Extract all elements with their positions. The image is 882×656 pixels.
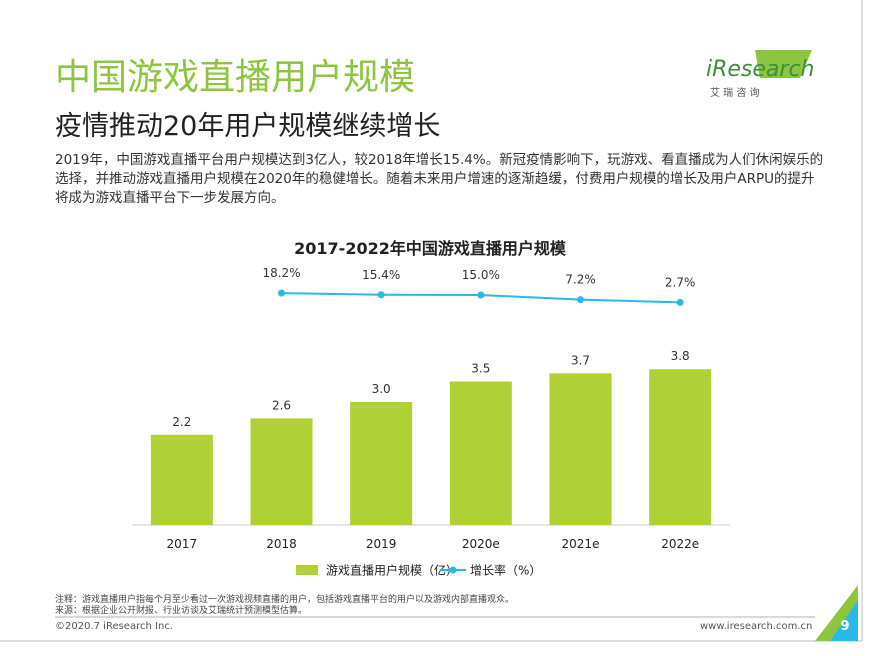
chart-title: 2017-2022年中国游戏直播用户规模 xyxy=(294,239,567,258)
line-point xyxy=(278,289,285,297)
data-label: 7.2% xyxy=(565,273,596,287)
bar xyxy=(350,402,413,525)
logo-cn: 艾 瑞 咨 询 xyxy=(710,86,760,99)
legend-swatch xyxy=(449,566,457,574)
data-label: 15.4% xyxy=(362,268,400,282)
x-tick-label: 2018 xyxy=(266,537,297,551)
legend-label: 游戏直播用户规模（亿） xyxy=(326,563,458,578)
data-label: 3.0 xyxy=(372,382,391,396)
line-point xyxy=(477,291,485,299)
x-tick-label: 2022e xyxy=(661,537,699,551)
bar xyxy=(449,381,512,525)
data-label: 2.6 xyxy=(272,398,291,412)
data-label: 2.2 xyxy=(172,415,191,429)
note: 注释：游戏直播用户指每个月至少看过一次游戏视频直播的用户，包括游戏直播平台的用户… xyxy=(55,595,515,605)
data-label: 3.7 xyxy=(571,353,590,367)
page-number: 9 xyxy=(840,619,849,634)
title: 中国游戏直播用户规模 xyxy=(55,57,416,98)
legend-swatch xyxy=(296,565,318,575)
data-label: 2.7% xyxy=(665,275,696,289)
corner-deco xyxy=(830,600,858,641)
data-label: 15.0% xyxy=(462,268,500,282)
x-tick-label: 2020e xyxy=(462,537,500,551)
line-point xyxy=(676,298,684,306)
bar xyxy=(549,373,612,525)
legend-label: 增长率（%） xyxy=(470,563,541,578)
bar xyxy=(649,369,712,525)
line-point xyxy=(377,291,385,299)
paragraph: 2019年，中国游戏直播平台用户规模达到3亿人，较2018年增长15.4%。新冠… xyxy=(55,152,824,206)
copyright: ©2020.7 iResearch Inc. xyxy=(55,621,173,632)
line-point xyxy=(577,296,584,304)
url: www.iresearch.com.cn xyxy=(700,621,813,632)
subtitle: 疫情推动20年用户规模继续增长 xyxy=(55,111,441,142)
data-label: 3.5 xyxy=(471,362,490,376)
bar xyxy=(250,418,313,525)
logo: iResearch xyxy=(706,57,815,82)
x-tick-label: 2019 xyxy=(366,537,397,551)
x-tick-label: 2017 xyxy=(167,537,198,551)
logo-shape xyxy=(755,50,812,78)
source: 来源：根据企业公开财报、行业访谈及艾瑞统计预测模型估算。 xyxy=(55,606,308,616)
x-tick-label: 2021e xyxy=(562,537,600,551)
data-label: 18.2% xyxy=(262,266,300,280)
data-label: 3.8 xyxy=(671,349,690,363)
bar xyxy=(150,434,213,525)
